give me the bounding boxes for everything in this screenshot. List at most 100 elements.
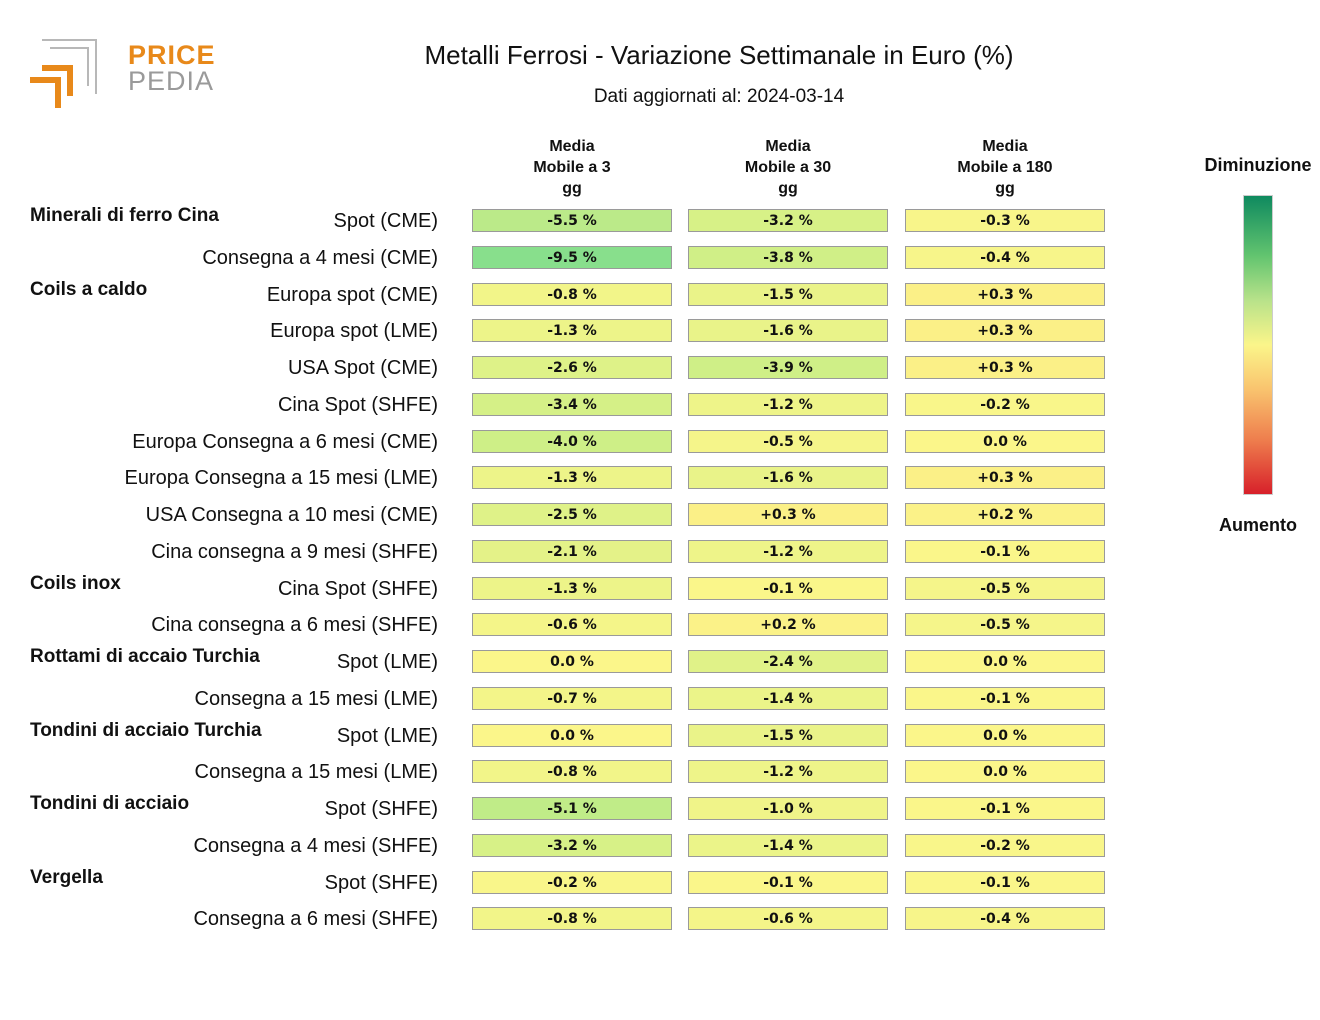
heatmap-cell: -1.0 % [688, 797, 888, 820]
heatmap-cell: -0.6 % [472, 613, 672, 637]
heatmap-cell: -0.5 % [688, 429, 888, 453]
heatmap-cell: 0.0 % [905, 760, 1105, 784]
heatmap-cell: -3.8 % [688, 245, 888, 269]
row-label: Europa Consegna a 15 mesi (LME) [124, 467, 439, 490]
column-header-line: Media [549, 138, 595, 155]
heatmap-cell: 0.0 % [472, 723, 672, 747]
heatmap-cell: -1.5 % [688, 282, 888, 306]
heatmap-cell: +0.3 % [905, 282, 1105, 306]
logo-mark-icon [30, 39, 97, 108]
logo-text-pedia: PEDIA [128, 66, 215, 96]
heatmap-cell: -1.6 % [688, 319, 888, 343]
heatmap-cell: -0.2 % [905, 392, 1105, 416]
logo-text-price: PRICE [128, 40, 216, 70]
legend-top-label: Diminuzione [1204, 155, 1312, 175]
heatmap-cell: -9.5 % [472, 245, 672, 269]
row-label: Spot (LME) [336, 651, 438, 673]
row-label: Consegna a 4 mesi (CME) [202, 246, 438, 269]
row-label: USA Consegna a 10 mesi (CME) [145, 504, 438, 526]
chart-subtitle: Dati aggiornati al: 2024-03-14 [593, 86, 845, 107]
heatmap-cell: -4.0 % [472, 429, 672, 453]
heatmap-cell: -1.2 % [688, 539, 888, 563]
heatmap-cell: -3.9 % [688, 356, 888, 379]
heatmap-cell: +0.2 % [905, 503, 1105, 526]
heatmap-cell: -1.2 % [688, 392, 888, 416]
heatmap-cell: 0.0 % [905, 723, 1105, 747]
group-label: Rottami di accaio Turchia [30, 646, 260, 667]
row-label: Consegna a 15 mesi (LME) [194, 761, 438, 784]
group-label: Vergella [30, 866, 103, 888]
heatmap-cell: 0.0 % [472, 650, 672, 673]
row-label: Europa spot (CME) [266, 283, 438, 306]
group-label: Minerali di ferro Cina [30, 205, 219, 226]
heatmap-cell: -1.6 % [688, 466, 888, 490]
heatmap-cell: -0.1 % [905, 539, 1105, 563]
heatmap-cell: +0.3 % [905, 356, 1105, 379]
heatmap-cell: -2.1 % [472, 539, 672, 563]
column-header-line: gg [995, 180, 1015, 197]
heatmap-cell: -0.3 % [905, 209, 1105, 232]
heatmap-cell: -0.5 % [905, 613, 1105, 637]
row-label: Spot (LME) [336, 724, 438, 747]
heatmap-cell: -0.1 % [905, 686, 1105, 710]
heatmap-cell: -3.2 % [472, 833, 672, 857]
heatmap-cell: -2.5 % [472, 503, 672, 526]
heatmap-cell: 0.0 % [905, 650, 1105, 673]
heatmap-cell: -1.2 % [688, 760, 888, 784]
column-header-line: Mobile a 30 [744, 159, 832, 176]
column-header-line: Media [982, 138, 1028, 155]
heatmap-cell: -3.4 % [472, 392, 672, 416]
heatmap-cell: -1.5 % [688, 723, 888, 747]
pricepedia-logo: PRICE PEDIA [28, 36, 215, 111]
row-label: Europa spot (LME) [270, 320, 438, 343]
heatmap-cell: -0.8 % [472, 282, 672, 306]
column-header: Media Mobile a 30 gg [687, 136, 889, 199]
row-label: Consegna a 6 mesi (SHFE) [193, 908, 438, 931]
heatmap-cell: -0.8 % [472, 760, 672, 784]
row-label: Consegna a 15 mesi (LME) [194, 687, 438, 710]
column-header-line: Mobile a 180 [957, 159, 1053, 176]
row-label: Cina consegna a 6 mesi (SHFE) [151, 614, 438, 637]
heatmap-cell: -0.4 % [905, 907, 1105, 931]
heatmap-cell: -0.1 % [688, 870, 888, 894]
column-header: Media Mobile a 3 gg [471, 136, 673, 199]
group-label: Tondini di acciaio Turchia [30, 719, 262, 741]
heatmap-cell: -1.3 % [472, 319, 672, 343]
heatmap-cell: -1.3 % [472, 576, 672, 600]
column-header: Media Mobile a 180 gg [904, 136, 1106, 199]
row-label: Europa Consegna a 6 mesi (CME) [132, 430, 438, 453]
heatmap-cell: -5.5 % [472, 209, 672, 232]
heatmap-cell: -0.7 % [472, 686, 672, 710]
heatmap-cell: -1.4 % [688, 833, 888, 857]
heatmap-cell: -2.4 % [688, 650, 888, 673]
row-label: Cina consegna a 9 mesi (SHFE) [151, 540, 438, 563]
heatmap-cell: -0.1 % [905, 797, 1105, 820]
heatmap-cell: -1.3 % [472, 466, 672, 490]
heatmap-cell: -0.4 % [905, 245, 1105, 269]
heatmap-cell: 0.0 % [905, 429, 1105, 453]
heatmap-cell: -1.4 % [688, 686, 888, 710]
heatmap-cell: +0.3 % [688, 503, 888, 526]
legend-color-scale [1243, 195, 1273, 495]
heatmap-cell: +0.3 % [905, 466, 1105, 490]
row-label: Spot (CME) [333, 210, 438, 232]
group-label: Coils a caldo [30, 278, 148, 300]
heatmap-cell: -3.2 % [688, 209, 888, 232]
heatmap-cell: -0.6 % [688, 907, 888, 931]
heatmap-cell: -0.1 % [905, 870, 1105, 894]
row-label: USA Spot (CME) [287, 357, 438, 379]
row-label: Cina Spot (SHFE) [277, 393, 438, 416]
row-label: Spot (SHFE) [324, 798, 438, 820]
heatmap-cell: -2.6 % [472, 356, 672, 379]
row-label: Consegna a 4 mesi (SHFE) [193, 834, 438, 857]
heatmap-cell: -0.1 % [688, 576, 888, 600]
group-label: Tondini di acciaio [30, 793, 190, 814]
column-header-line: gg [562, 180, 582, 197]
chart-title: Metalli Ferrosi - Variazione Settimanale… [424, 40, 1014, 70]
heatmap-cell: +0.2 % [688, 613, 888, 637]
column-header-line: Media [765, 138, 811, 155]
row-label: Cina Spot (SHFE) [277, 577, 438, 600]
heatmap-cell: -0.5 % [905, 576, 1105, 600]
column-header-line: Mobile a 3 [533, 159, 611, 176]
row-label: Spot (SHFE) [324, 871, 438, 894]
